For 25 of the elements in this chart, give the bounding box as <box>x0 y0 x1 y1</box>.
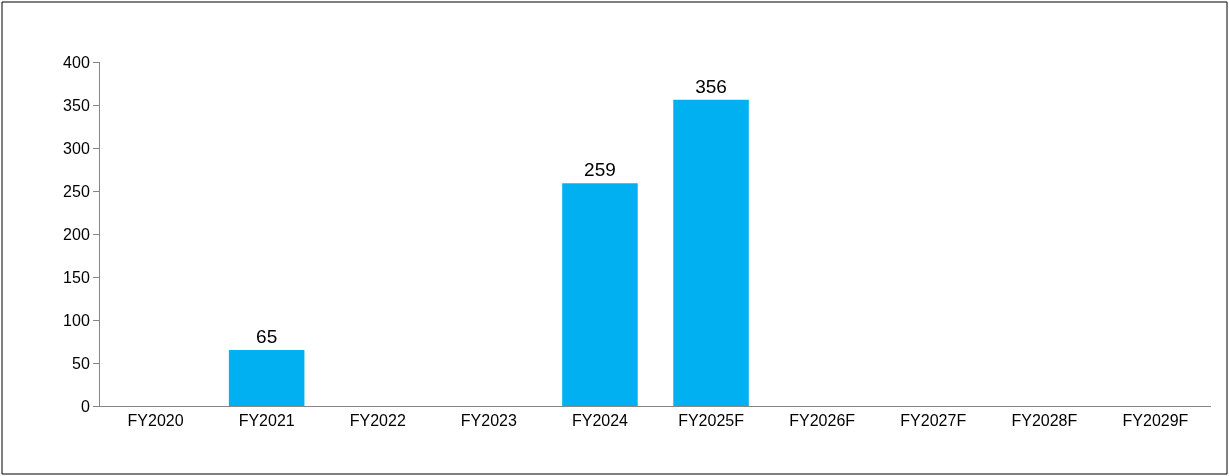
y-tick-label: 50 <box>72 354 90 372</box>
bar <box>673 99 749 406</box>
x-tick-label: FY2022 <box>349 412 406 430</box>
x-tick-label: FY2025F <box>678 412 745 430</box>
y-tick-label: 350 <box>63 96 90 114</box>
x-tick-label: FY2029F <box>1122 412 1189 430</box>
data-label: 259 <box>584 159 616 181</box>
x-tick-label: FY2026F <box>789 412 856 430</box>
x-tick-label: FY2021 <box>238 412 295 430</box>
y-tick-label: 250 <box>63 182 90 200</box>
bar <box>562 183 638 406</box>
y-tick-label: 300 <box>63 139 90 157</box>
y-tick-label: 400 <box>63 53 90 71</box>
bar <box>228 350 305 406</box>
y-tick-label: 200 <box>63 225 90 243</box>
data-label: 356 <box>695 75 727 97</box>
x-tick-label: FY2023 <box>460 412 517 430</box>
y-tick-label: 150 <box>63 268 90 286</box>
x-tick-label: FY2024 <box>571 412 629 430</box>
x-tick-label: FY2027F <box>900 412 967 430</box>
y-tick-label: 0 <box>80 397 90 415</box>
x-tick-label: FY2020 <box>127 412 184 430</box>
data-label: 65 <box>256 326 278 348</box>
y-tick-label: 100 <box>63 311 90 329</box>
x-tick-label: FY2028F <box>1011 412 1078 430</box>
